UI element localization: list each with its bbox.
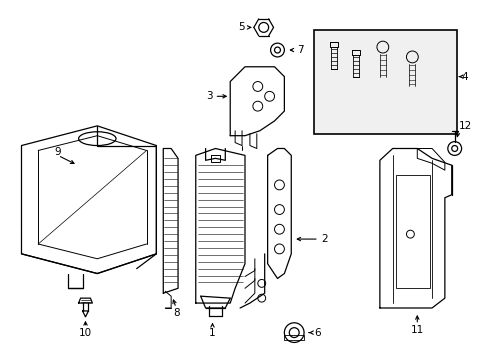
Bar [395,175,429,288]
Text: 6: 6 [313,328,320,338]
Text: 1: 1 [209,328,215,338]
Text: 8: 8 [172,308,179,318]
Text: 7: 7 [297,45,303,55]
Text: 5: 5 [238,22,244,32]
Bar [313,30,456,134]
Text: 10: 10 [79,328,92,338]
Text: 4: 4 [461,72,468,82]
Text: 9: 9 [55,148,61,157]
Text: 11: 11 [410,325,423,335]
Text: 2: 2 [320,234,327,244]
Text: 12: 12 [458,121,471,131]
Text: 3: 3 [205,91,212,101]
